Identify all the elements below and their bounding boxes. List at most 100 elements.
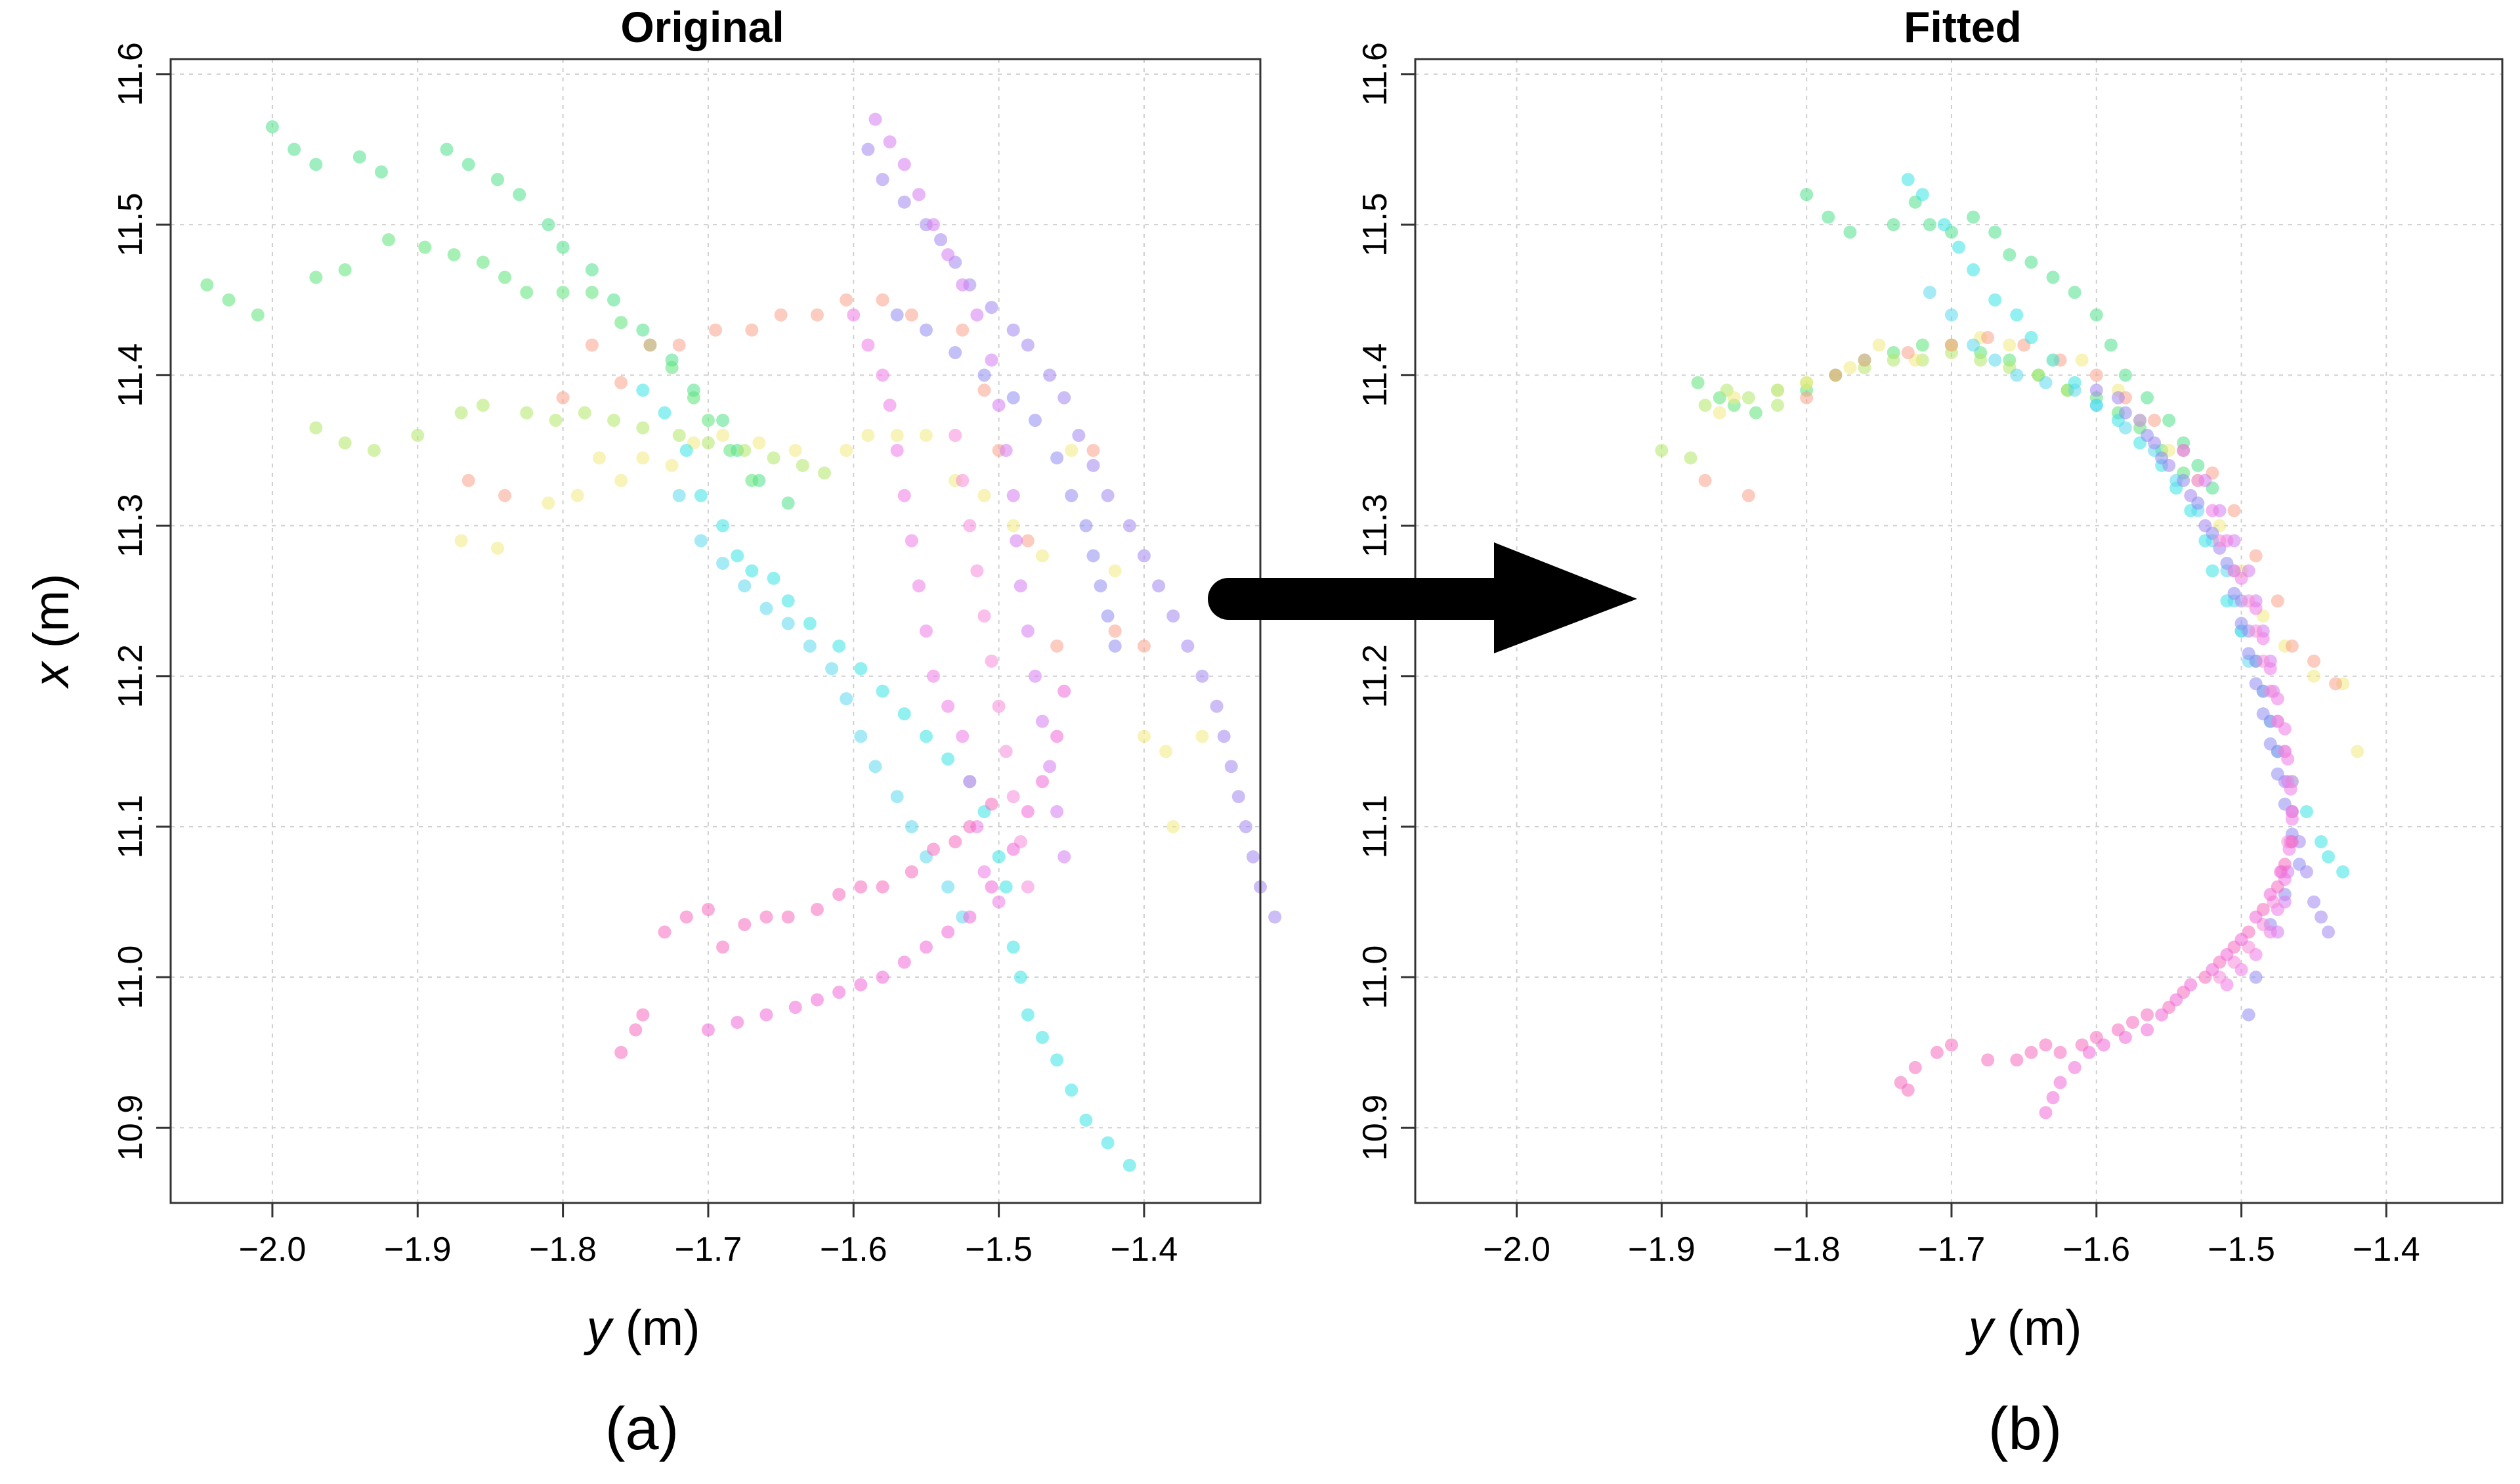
panel-original-point <box>607 414 621 427</box>
panel-original-point <box>1181 639 1195 653</box>
panel-original-point <box>382 233 395 247</box>
panel-original: Original −2.0 −1.9 −1.8 −1.7 −1.6 −1.5 −1.4 10.… <box>24 3 1282 1462</box>
panel-original-point <box>1137 549 1151 563</box>
panel-fitted-ticks: −2.0 −1.9 −1.8 −1.7 −1.6 −1.5 −1.4 10.9 11.0 11.1… <box>1356 42 2420 1269</box>
panel-original-point <box>861 142 875 156</box>
panel-fitted-point <box>2141 1023 2154 1037</box>
panel-original-point <box>876 684 889 698</box>
panel-original-point <box>745 564 759 578</box>
panel-original-point <box>607 293 621 307</box>
panel-original-point <box>985 797 998 811</box>
panel-original-point <box>1057 684 1071 698</box>
panel-fitted-xtick-label: −2.0 <box>1483 1231 1550 1269</box>
panel-original-point <box>963 910 977 924</box>
panel-original-point <box>1021 880 1035 894</box>
panel-fitted-point <box>2024 1045 2038 1059</box>
panel-original-point <box>1086 458 1100 472</box>
panel-original-point <box>1224 760 1238 774</box>
panel-original-point <box>665 458 679 472</box>
panel-fitted-point <box>2039 376 2053 389</box>
panel-fitted-point <box>1908 1060 1922 1074</box>
panel-original-point <box>1050 1053 1064 1067</box>
panel-original-point <box>738 579 752 593</box>
panel-original-point <box>977 865 991 879</box>
panel-fitted-point <box>2285 805 2299 819</box>
panel-original-point <box>1079 519 1093 533</box>
panel-fitted-point <box>1901 173 1915 186</box>
panel-original-point <box>1021 534 1035 548</box>
panel-original-point <box>840 692 853 706</box>
panel-original-point <box>956 473 970 487</box>
panel-original-ytick-label: 11.3 <box>112 494 150 557</box>
panel-original-title: Original <box>620 3 784 51</box>
panel-fitted-point <box>1887 353 1900 367</box>
panel-original-point <box>919 940 933 954</box>
panel-original-point <box>636 1008 650 1022</box>
panel-original-point <box>665 360 679 374</box>
panel-original-point <box>1057 850 1071 863</box>
panel-original-point <box>1152 579 1166 593</box>
panel-original-point <box>556 286 570 299</box>
panel-original-point <box>796 458 809 472</box>
panel-original-point <box>897 489 911 502</box>
panel-original-point <box>956 323 970 337</box>
panel-original-point <box>679 910 693 924</box>
panel-fitted-point <box>2184 978 2198 992</box>
panel-original-point <box>977 368 991 382</box>
panel-fitted-ytick-label: 11.0 <box>1356 946 1394 1009</box>
panel-original-point <box>840 293 853 307</box>
panel-original-point <box>970 308 984 322</box>
panel-original-point <box>491 173 504 186</box>
panel-original-point <box>1028 669 1042 683</box>
panel-original-point <box>570 489 584 502</box>
panel-original-ticks: −2.0 −1.9 −1.8 −1.7 −1.6 −1.5 −1.4 10.9 11.0 11.1… <box>112 42 1178 1269</box>
panel-fitted-point <box>2024 331 2038 345</box>
panel-original-point <box>520 286 534 299</box>
panel-fitted-point <box>2075 353 2089 367</box>
panel-fitted-point <box>1749 406 1762 420</box>
panel-original-point <box>941 752 955 766</box>
panel-original-point <box>1231 790 1245 804</box>
panel-original-point <box>876 971 889 984</box>
panel-original-point <box>868 760 882 774</box>
panel-original-xtick-label: −1.9 <box>384 1231 452 1269</box>
panel-original-point <box>890 790 904 804</box>
panel-original-point <box>1195 730 1209 743</box>
panel-fitted-ytick-label: 11.2 <box>1356 644 1394 708</box>
panel-fitted-point <box>2274 865 2288 879</box>
panel-original-xtick-label: −1.5 <box>965 1231 1033 1269</box>
panel-fitted-point <box>2285 835 2299 848</box>
panel-original-point <box>672 338 686 352</box>
panel-fitted-point <box>2104 338 2118 352</box>
panel-original-point <box>491 541 504 555</box>
panel-original-point <box>454 534 468 548</box>
panel-fitted-point <box>1952 240 1965 254</box>
panel-original-point <box>905 819 918 833</box>
panel-fitted-point <box>2242 647 2255 661</box>
panel-original-point <box>556 391 570 404</box>
panel-fitted-point <box>1988 293 2002 307</box>
panel-fitted-xtick-label: −1.4 <box>2353 1231 2420 1269</box>
panel-original-point <box>701 1023 715 1037</box>
panel-original-point <box>934 233 948 247</box>
panel-original-point <box>832 639 846 653</box>
panel-fitted-point <box>2141 429 2154 443</box>
panel-original-point <box>905 534 918 548</box>
panel-original-ytick-label: 11.4 <box>112 343 150 407</box>
panel-original-point <box>585 338 599 352</box>
panel-original-point <box>912 188 926 202</box>
panel-original-point <box>847 308 861 322</box>
panel-fitted-point <box>1988 353 2002 367</box>
panel-fitted-point <box>1937 218 1951 232</box>
panel-fitted-point <box>2234 617 2248 630</box>
panel-original-point <box>788 1001 802 1015</box>
panel-fitted-point <box>1967 210 1980 224</box>
panel-original-point <box>1021 338 1035 352</box>
panel-fitted-point <box>1684 451 1698 465</box>
panel-fitted-point <box>2315 835 2328 848</box>
panel-original-point <box>883 399 897 412</box>
panel-fitted-grid <box>1415 59 2502 1203</box>
panel-original-point <box>636 323 650 337</box>
panel-fitted-xtick-label: −1.5 <box>2208 1231 2275 1269</box>
panel-fitted-point <box>2068 383 2082 397</box>
